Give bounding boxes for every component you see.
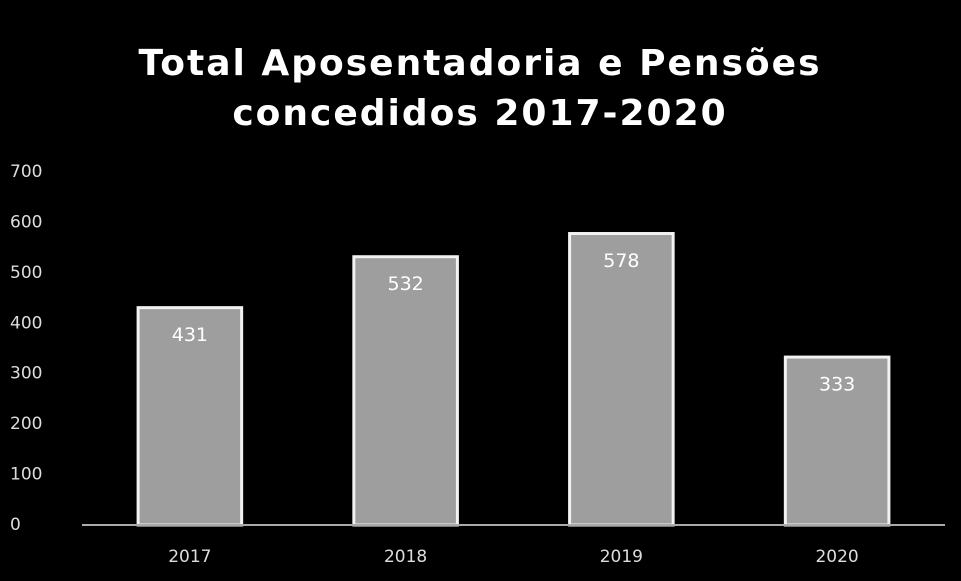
y-tick-label: 700 [10, 162, 42, 182]
x-tick-label: 2017 [168, 547, 211, 567]
data-label: 431 [172, 324, 208, 346]
y-tick-label: 0 [10, 515, 21, 535]
bar [352, 255, 459, 527]
x-tick-label: 2020 [815, 547, 858, 567]
bar [783, 355, 891, 527]
y-tick-label: 400 [10, 313, 42, 333]
bar [568, 232, 675, 527]
y-tick-label: 600 [10, 212, 42, 232]
y-tick-label: 500 [10, 263, 42, 283]
data-label: 333 [819, 374, 855, 396]
data-label: 578 [603, 250, 639, 272]
y-tick-label: 300 [10, 364, 42, 384]
x-tick-label: 2019 [600, 547, 643, 567]
y-tick-label: 100 [10, 465, 42, 485]
y-tick-label: 200 [10, 414, 42, 434]
chart-title-line: Total Aposentadoria e Pensões [138, 43, 821, 84]
chart-title-line: concedidos 2017-2020 [232, 93, 727, 134]
bar [136, 306, 244, 527]
x-tick-label: 2018 [384, 547, 427, 567]
data-label: 532 [387, 273, 423, 295]
